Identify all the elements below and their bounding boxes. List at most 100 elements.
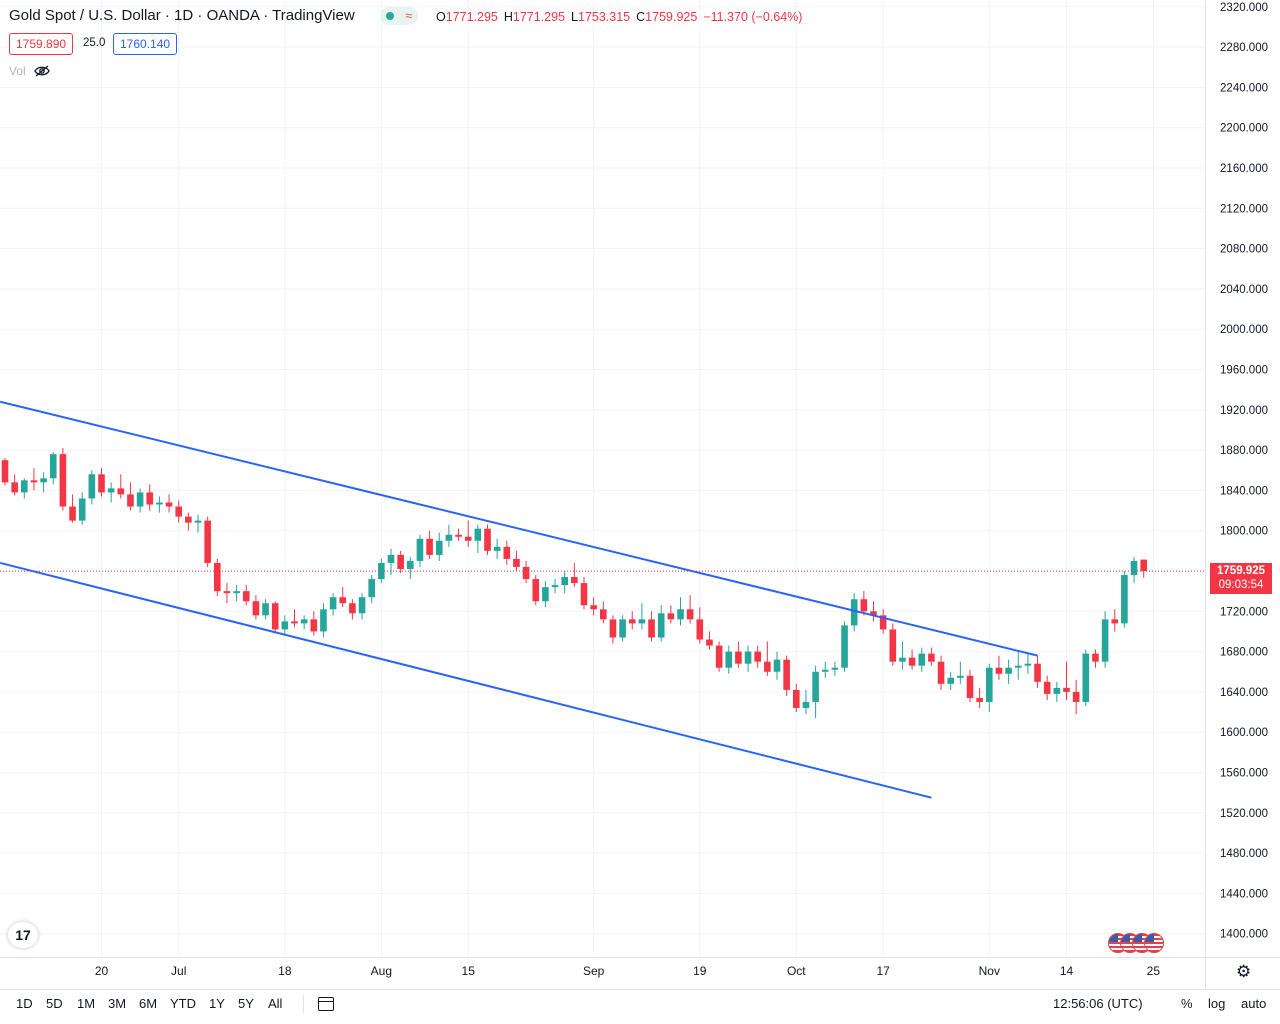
bar-countdown: 09:03:54 — [1218, 579, 1264, 591]
log-scale-toggle[interactable]: log — [1208, 996, 1226, 1011]
timeframe-3m[interactable]: 3M — [108, 996, 127, 1011]
candle-body — [194, 520, 202, 523]
candle-body — [609, 619, 617, 638]
candle — [1101, 611, 1109, 668]
candle — [1072, 679, 1080, 715]
calendar-icon[interactable] — [318, 997, 334, 1011]
timeframe-6m[interactable]: 6M — [139, 996, 158, 1011]
market-status-pill[interactable]: ≈ — [380, 7, 418, 25]
timeframe-1d[interactable]: 1D — [16, 996, 33, 1011]
candle-body — [291, 621, 298, 624]
candle-body — [223, 591, 231, 594]
tradingview-logo[interactable]: 17 — [8, 922, 38, 948]
time-scale[interactable]: 20 Jul 18 Aug 15 Sep 19 Oct 17 Nov 14 25 — [95, 964, 1161, 978]
candle — [98, 468, 105, 497]
candle — [918, 647, 926, 672]
candle — [590, 597, 597, 616]
candle — [957, 661, 964, 684]
candle — [69, 494, 76, 523]
candle-body — [127, 494, 134, 507]
candle — [532, 575, 540, 606]
price-tick-label: 2160.000 — [1220, 163, 1268, 175]
candle — [358, 593, 366, 620]
candle-body — [1053, 687, 1061, 694]
timeframe-1m[interactable]: 1M — [77, 996, 96, 1011]
candle-body — [407, 560, 414, 569]
candle-body — [185, 516, 192, 523]
candle — [493, 538, 501, 559]
price-tick-label: 2280.000 — [1220, 42, 1268, 54]
trendline[interactable] — [0, 400, 1038, 657]
timeframe-5y[interactable]: 5Y — [238, 996, 254, 1011]
volume-label: Vol — [9, 64, 26, 78]
percent-scale-toggle[interactable]: % — [1181, 996, 1193, 1011]
candle — [812, 665, 819, 719]
candle — [628, 611, 636, 630]
candle-body — [1082, 653, 1090, 702]
candle-body — [1072, 691, 1080, 702]
candle-body — [850, 599, 858, 626]
candle — [474, 524, 482, 553]
price-tick-label: 2200.000 — [1220, 123, 1268, 135]
buy-price-button[interactable]: 1760.140 — [113, 33, 178, 55]
trendline[interactable] — [0, 561, 932, 799]
candle — [706, 631, 713, 650]
candle — [107, 482, 115, 503]
candle — [1, 458, 9, 486]
gear-icon[interactable]: ⚙ — [1236, 962, 1252, 981]
candle-body — [78, 498, 86, 521]
utc-clock[interactable]: 12:56:06 (UTC) — [1053, 996, 1143, 1011]
candle-body — [387, 554, 395, 563]
time-tick-label: 20 — [95, 964, 109, 978]
candle-body — [368, 579, 375, 598]
candle — [754, 645, 761, 668]
time-tick-label: 15 — [462, 964, 476, 978]
price-tick-label: 1920.000 — [1220, 405, 1268, 417]
candle-body — [165, 502, 173, 507]
sell-price-button[interactable]: 1759.890 — [9, 33, 74, 55]
us-flag-icon[interactable] — [1144, 933, 1164, 953]
timeframe-ytd[interactable]: YTD — [170, 996, 196, 1011]
candle — [551, 579, 559, 594]
candle-body — [1092, 653, 1099, 662]
timeframe-all[interactable]: All — [268, 996, 283, 1011]
candle — [445, 524, 453, 547]
candle-body — [397, 554, 404, 569]
market-open-dot-icon — [385, 12, 394, 20]
candle — [513, 550, 520, 571]
volume-legend[interactable]: Vol — [9, 64, 50, 78]
candle — [735, 641, 742, 668]
candle-body — [339, 597, 347, 604]
price-tick-label: 2000.000 — [1220, 324, 1268, 336]
economic-events[interactable] — [1108, 933, 1164, 953]
candle-body — [117, 488, 125, 495]
grid-lines — [0, 0, 1205, 957]
symbol-title[interactable]: Gold Spot / U.S. Dollar · 1D · OANDA · T… — [9, 7, 355, 24]
candle — [1053, 681, 1061, 702]
trend-channel[interactable] — [0, 400, 1038, 799]
candle-body — [484, 528, 491, 551]
ohlc-change: −11.370 (−0.64%) — [703, 10, 803, 24]
candle — [908, 649, 916, 670]
eye-off-icon[interactable] — [33, 65, 50, 77]
ohlc-close-label: C — [636, 10, 646, 24]
price-scale[interactable]: 1400.000 1440.000 1480.000 1520.000 1560.000… — [1220, 2, 1268, 941]
candle-body — [136, 492, 144, 507]
data-delay-icon: ≈ — [405, 8, 413, 23]
auto-scale-toggle[interactable]: auto — [1241, 996, 1267, 1011]
candle — [175, 500, 182, 523]
candle-body — [1034, 663, 1041, 682]
candle-body — [821, 669, 829, 672]
candle-body — [937, 661, 945, 684]
candle-body — [358, 597, 366, 614]
candle — [329, 593, 337, 616]
candle — [696, 607, 704, 644]
price-tick-label: 1440.000 — [1220, 888, 1268, 900]
candle-body — [870, 611, 877, 616]
timeframe-5d[interactable]: 5D — [46, 996, 63, 1011]
timeframe-1y[interactable]: 1Y — [209, 996, 225, 1011]
candle-body — [957, 675, 964, 678]
candle-body — [1063, 687, 1070, 692]
candle — [966, 669, 974, 702]
